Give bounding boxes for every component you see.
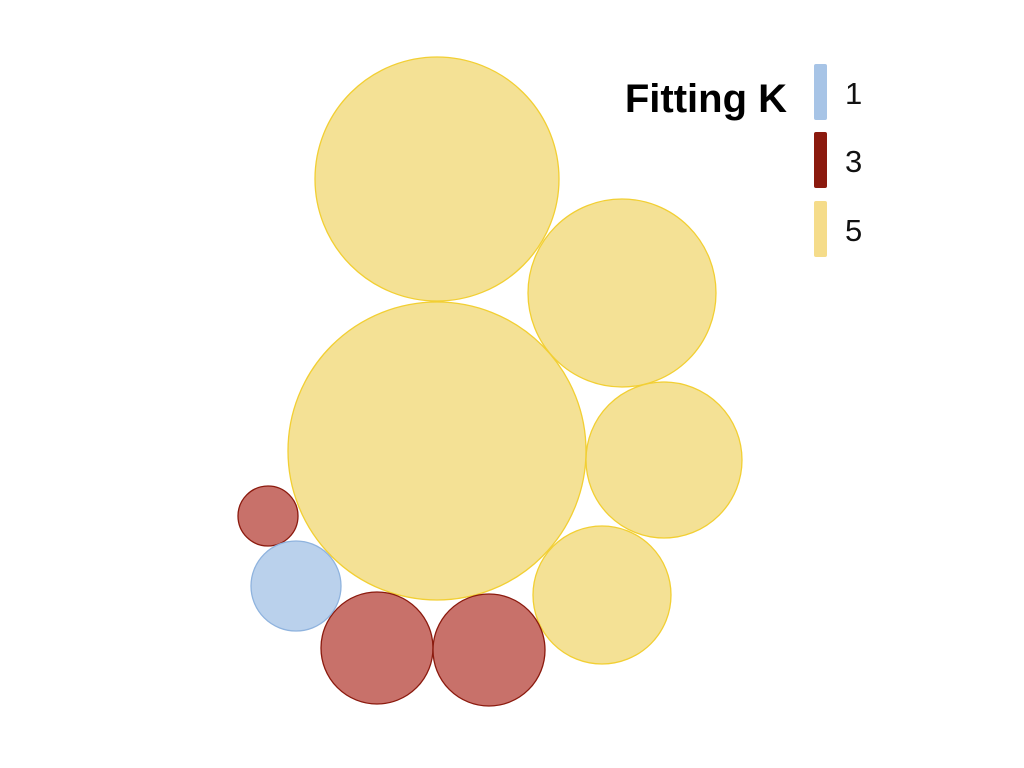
bubble-group-5 [532,525,672,665]
legend: Fitting K 1 3 5 [625,64,862,257]
legend-label-5: 5 [845,213,862,248]
bubble-group-3 [320,591,434,705]
legend-label-1: 1 [845,76,862,111]
bubble-group-3 [237,485,299,547]
legend-swatch-5 [814,201,827,257]
bubble-group-3 [432,593,546,707]
legend-swatch-3 [814,132,827,188]
legend-label-3: 3 [845,144,862,179]
bubble-group-5 [287,301,587,601]
bubble-group-1 [250,540,342,632]
bubble-group-5 [314,56,560,302]
bubble-group-5 [527,198,717,388]
legend-title: Fitting K [625,77,787,121]
bubbles-layer [237,56,743,707]
bubble-group-5 [585,381,743,539]
legend-swatch-1 [814,64,827,120]
